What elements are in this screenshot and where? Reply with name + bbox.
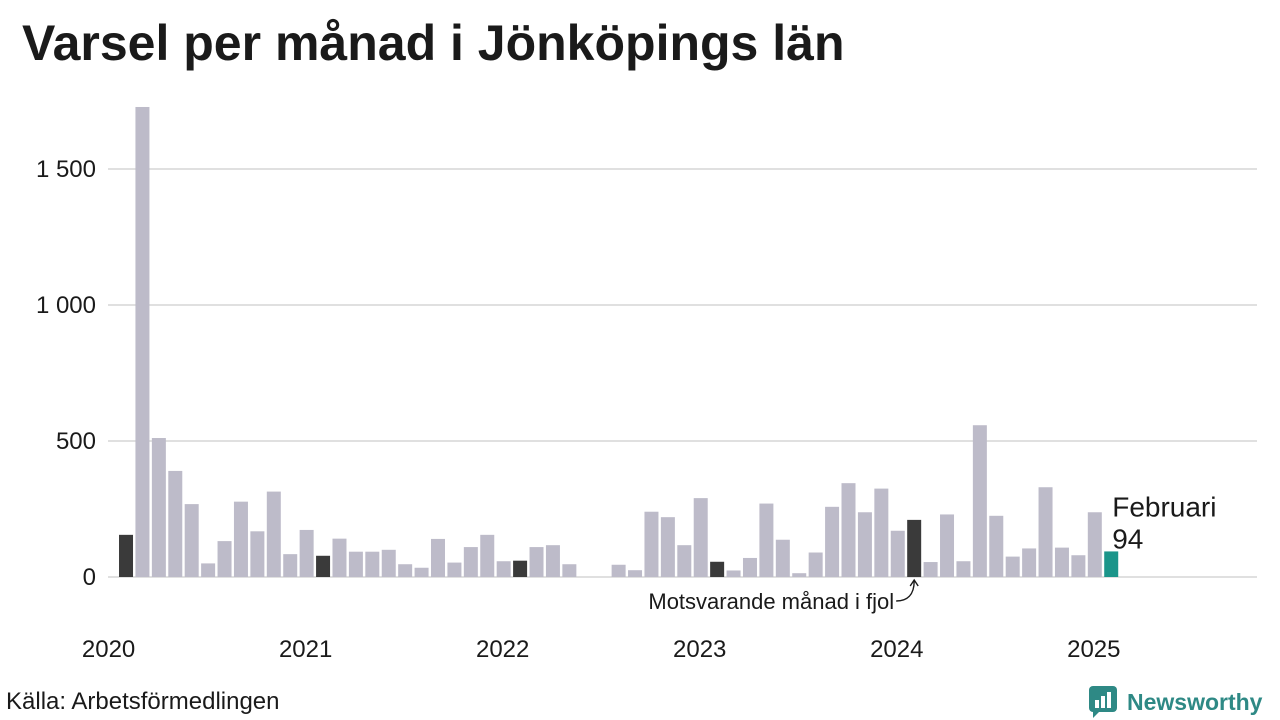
bar-2022-04 [545,545,560,577]
x-tick-label: 2021 [279,636,332,663]
bar-2022-09 [628,570,643,577]
bar-2022-10 [644,511,659,577]
source-note: Källa: Arbetsförmedlingen [6,688,280,715]
bar-2020-03 [135,106,150,577]
bar-2021-02 [316,555,331,577]
bar-2021-04 [348,551,363,577]
y-tick-label: 500 [56,428,96,455]
bars [119,106,1119,577]
bar-2025-01 [1087,512,1102,577]
bar-2024-06 [972,425,987,577]
y-tick-label: 1 500 [36,156,96,183]
bar-2023-12 [874,488,889,577]
bar-2021-11 [463,547,478,577]
bar-2020-11 [266,491,281,577]
bar-2023-04 [742,557,757,577]
bar-2020-07 [201,563,216,577]
bar-2023-06 [775,539,790,577]
bar-2025-02 [1104,551,1119,577]
bar-2024-07 [989,515,1004,577]
bar-2024-08 [1005,556,1020,577]
bar-2020-12 [283,554,298,577]
bar-2023-07 [792,573,807,577]
x-tick-label: 2023 [673,636,726,663]
bar-2022-12 [677,545,692,577]
bar-2021-10 [447,562,462,577]
annotation: Motsvarande månad i fjol [648,578,919,614]
bar-2020-02 [119,534,134,577]
bar-2024-02 [907,519,922,577]
bar-2024-05 [956,561,971,577]
bar-2022-02 [513,560,528,577]
bar-2024-04 [940,514,955,577]
bar-2024-11 [1054,547,1069,577]
bar-2021-01 [299,529,314,577]
bar-2023-05 [759,503,774,577]
bar-2023-10 [841,483,856,577]
x-axis-labels: 2020 2021 2022 2023 2024 2025 [82,636,1121,663]
bar-2023-08 [808,552,823,577]
bar-2021-08 [414,567,429,577]
bar-2021-07 [398,564,413,577]
page-title: Varsel per månad i Jönköpings län [22,15,845,71]
bar-2024-03 [923,562,938,577]
x-tick-label: 2024 [870,636,923,663]
x-tick-label: 2025 [1067,636,1120,663]
x-tick-label: 2020 [82,636,135,663]
arrow-head-icon [909,578,919,587]
bar-2022-05 [562,564,577,577]
current-month-name: Februari [1112,491,1216,522]
bar-2023-09 [825,506,840,577]
bar-2023-11 [857,512,872,577]
bar-2024-12 [1071,555,1086,577]
bar-2022-01 [496,561,511,577]
annotation-arrow [896,580,915,602]
bar-2023-01 [693,498,708,577]
bar-2023-02 [710,561,725,577]
annotation-text: Motsvarande månad i fjol [648,589,894,614]
newsworthy-logo: Newsworthy [1089,686,1262,718]
bar-2020-05 [168,470,183,577]
bar-2021-06 [381,549,396,577]
bar-2021-05 [365,551,380,577]
x-tick-label: 2022 [476,636,529,663]
y-axis-labels: 0 500 1 000 1 500 [36,156,96,591]
bar-2020-10 [250,531,265,577]
logo-text: Newsworthy [1127,688,1263,715]
newsworthy-logo-icon [1089,686,1117,718]
bar-2024-10 [1038,487,1053,577]
bar-2022-08 [611,564,626,577]
bar-2021-03 [332,538,347,577]
bar-2024-01 [890,530,905,577]
bar-2021-09 [431,538,445,577]
current-month-value: 94 [1112,523,1143,554]
bar-2022-11 [660,517,675,577]
bar-2020-08 [217,541,232,577]
bar-2020-09 [233,501,248,577]
bar-2024-09 [1022,548,1037,577]
bar-2022-03 [529,547,544,577]
y-tick-label: 0 [83,564,96,591]
y-tick-label: 1 000 [36,292,96,319]
bar-2021-12 [480,534,495,577]
bar-2020-06 [184,504,199,577]
bar-2023-03 [726,570,741,577]
bar-2020-04 [151,438,166,577]
